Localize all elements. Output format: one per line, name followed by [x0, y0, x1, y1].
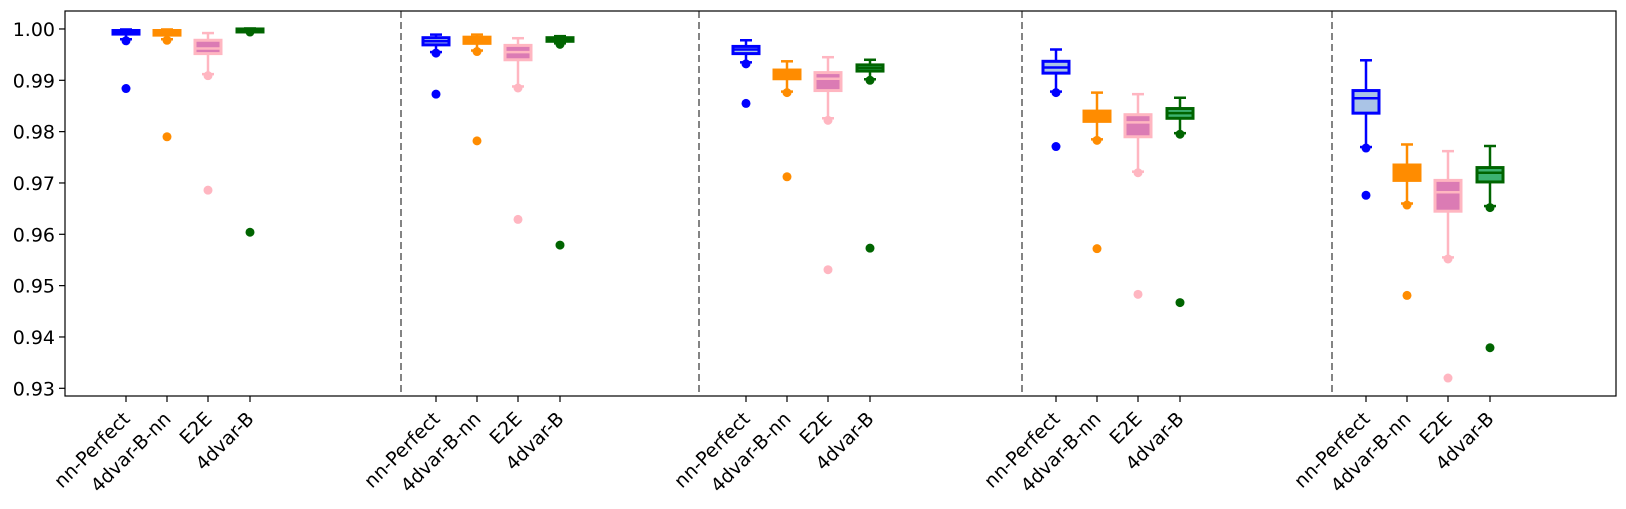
y-tick-label: 0.99	[13, 70, 55, 92]
outlier-point	[1361, 143, 1371, 153]
outlier-point	[1051, 142, 1061, 152]
plot-elements	[111, 27, 1505, 383]
y-tick-label: 0.97	[13, 173, 55, 195]
outlier-point	[162, 35, 172, 45]
outlier-point	[865, 243, 875, 253]
outlier-point	[741, 59, 751, 69]
outlier-point	[1402, 290, 1412, 300]
box-2-group-1	[152, 28, 182, 142]
outlier-point	[1133, 168, 1143, 178]
box-4-group-3	[855, 58, 885, 253]
box-1-group-3	[731, 39, 761, 108]
outlier-point	[245, 27, 255, 37]
outlier-point	[203, 185, 213, 195]
box-2-group-3	[772, 60, 802, 182]
outlier-point	[1092, 244, 1102, 254]
outlier-point	[1443, 254, 1453, 264]
box-3-group-5	[1433, 149, 1463, 383]
box-1-group-2	[421, 33, 451, 99]
box-1-group-4	[1041, 48, 1071, 152]
outlier-point	[513, 83, 523, 93]
outlier-point	[1133, 289, 1143, 299]
outlier-point	[1361, 190, 1371, 200]
box-iqr	[1351, 89, 1381, 115]
outlier-point	[1402, 200, 1412, 210]
outlier-point	[865, 75, 875, 85]
outlier-point	[741, 98, 751, 108]
y-tick-label: 0.98	[13, 122, 55, 144]
outlier-point	[121, 84, 131, 94]
outlier-point	[555, 240, 565, 250]
box-iqr	[1123, 113, 1153, 139]
outlier-point	[203, 71, 213, 81]
box-4-group-2	[545, 34, 575, 250]
outlier-point	[1175, 298, 1185, 308]
outlier-point	[431, 89, 441, 99]
outlier-point	[555, 39, 565, 49]
outlier-point	[431, 48, 441, 58]
outlier-point	[472, 47, 482, 57]
outlier-point	[245, 227, 255, 237]
box-4-group-5	[1475, 144, 1505, 353]
outlier-point	[1051, 88, 1061, 98]
y-tick-label: 0.94	[13, 327, 55, 349]
outlier-point	[1175, 129, 1185, 139]
outlier-point	[1443, 373, 1453, 383]
box-3-group-3	[813, 55, 843, 275]
box-3-group-2	[503, 36, 533, 224]
outlier-point	[1485, 203, 1495, 213]
y-tick-label: 0.96	[13, 224, 55, 246]
box-4-group-4	[1165, 96, 1195, 308]
box-4-group-1	[235, 27, 265, 237]
box-3-group-1	[193, 31, 223, 195]
box-1-group-5	[1351, 59, 1381, 200]
outlier-point	[782, 88, 792, 98]
outlier-point	[472, 136, 482, 146]
outlier-point	[782, 172, 792, 182]
box-1-group-1	[111, 28, 141, 94]
y-axis: 0.93 0.94 0.95 0.96 0.97 0.98 0.99 1.00	[13, 19, 65, 400]
box-iqr	[1433, 178, 1463, 213]
y-tick-label: 0.95	[13, 276, 55, 298]
outlier-point	[121, 36, 131, 46]
box-2-group-5	[1392, 143, 1422, 300]
y-tick-label: 0.93	[13, 378, 55, 400]
outlier-point	[162, 132, 172, 142]
group-separators	[400, 11, 1333, 396]
box-3-group-4	[1123, 92, 1153, 299]
box-2-group-2	[462, 33, 492, 146]
outlier-point	[823, 115, 833, 125]
outlier-point	[823, 265, 833, 275]
plot-frame	[64, 10, 1617, 397]
box-iqr	[813, 71, 843, 93]
y-tick-label: 1.00	[13, 19, 55, 41]
outlier-point	[513, 214, 523, 224]
box-iqr	[1475, 166, 1505, 184]
box-2-group-4	[1082, 91, 1112, 254]
outlier-point	[1485, 343, 1495, 353]
box-iqr	[193, 38, 223, 56]
outlier-point	[1092, 135, 1102, 145]
